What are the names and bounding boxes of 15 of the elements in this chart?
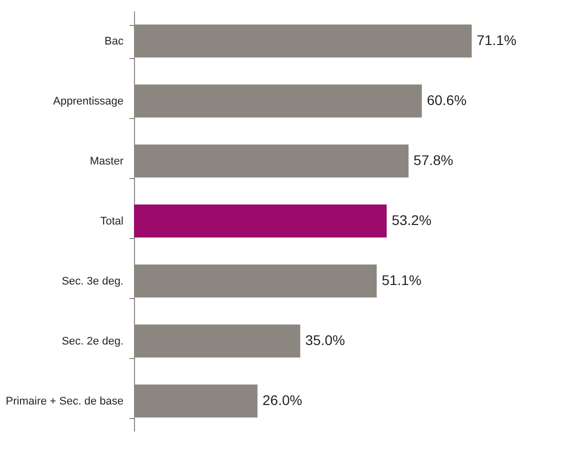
y-tick-label: Sec. 2e deg. (62, 336, 124, 348)
data-label: 57.8% (414, 152, 454, 168)
data-label: 53.2% (392, 212, 432, 228)
y-tick-label: Master (90, 156, 124, 168)
data-label: 60.6% (426, 92, 467, 108)
data-label: 26.0% (262, 392, 302, 408)
y-tick-label: Total (100, 216, 124, 228)
data-label: 51.1% (382, 272, 422, 288)
y-tick-label: Sec. 3e deg. (62, 276, 124, 288)
y-tick-label: Primaire + Sec. de base (6, 396, 124, 408)
bar (134, 204, 387, 238)
y-tick-label: Bac (104, 36, 124, 48)
data-label: 71.1% (476, 32, 516, 48)
y-tick-label: Apprentissage (53, 96, 124, 108)
data-label: 35.0% (305, 332, 345, 348)
